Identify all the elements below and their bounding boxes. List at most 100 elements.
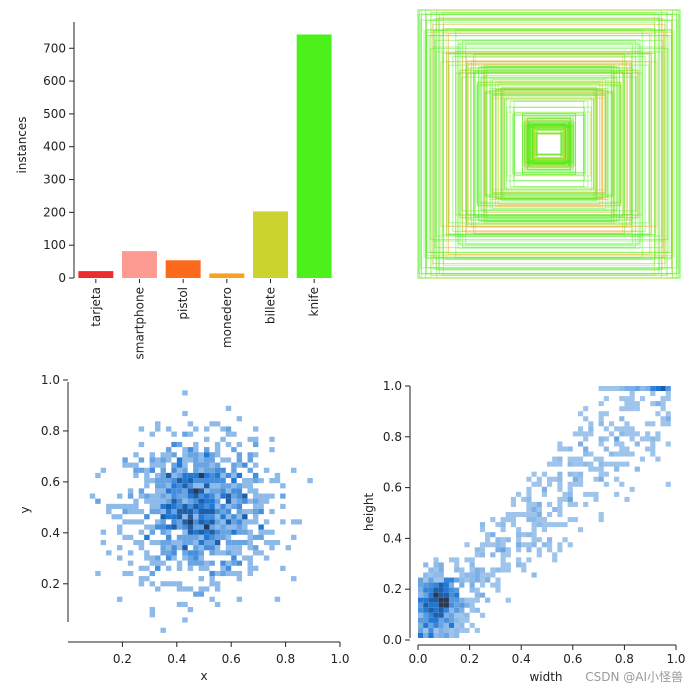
bbox — [526, 126, 572, 162]
xy-cell — [231, 462, 237, 468]
wh-cell — [572, 456, 578, 462]
wh-cell — [505, 552, 511, 558]
xy-cell — [225, 529, 232, 535]
wh-cell — [433, 562, 439, 568]
xy-cell — [225, 431, 232, 437]
bbox — [535, 129, 563, 159]
bbox — [425, 9, 673, 279]
xy-cell — [231, 483, 237, 489]
xy-cell — [236, 493, 243, 499]
overlay-center — [545, 137, 551, 150]
wh-cell — [521, 562, 527, 568]
wh-cell — [552, 522, 558, 528]
xy-cell — [116, 503, 123, 509]
wh-cell — [418, 632, 424, 638]
bbox — [503, 88, 595, 200]
xy-cell — [252, 503, 259, 509]
wh-cell — [572, 476, 578, 482]
wh-cell — [428, 592, 434, 598]
xy-cell — [193, 560, 199, 566]
xy-cell — [160, 488, 166, 494]
xy-cell — [225, 514, 232, 520]
xy-cell — [149, 607, 156, 613]
xy-cell — [209, 462, 215, 468]
wh-cell — [619, 481, 625, 487]
xy-cell — [209, 550, 215, 556]
xy-cell — [214, 467, 221, 473]
xy-cell — [116, 493, 123, 499]
wh-cell — [547, 461, 553, 467]
wh-cell — [598, 476, 604, 482]
wh-cell — [469, 577, 475, 583]
xy-cell — [182, 534, 188, 540]
wh-cell — [541, 527, 547, 533]
xy-cell — [204, 493, 210, 499]
bbox — [482, 71, 616, 217]
wh-cell — [541, 471, 547, 477]
bbox — [495, 89, 603, 199]
wh-cell — [526, 512, 532, 518]
xy-cell — [149, 524, 156, 530]
xy-cell — [165, 452, 172, 458]
wh-cell — [645, 446, 651, 452]
xy-cell — [236, 452, 243, 458]
wh-cell — [474, 587, 480, 593]
wh-cell — [474, 627, 480, 633]
xy-cell — [193, 483, 199, 489]
wh-cell — [624, 461, 630, 467]
xy-cell — [193, 478, 199, 484]
wh-cell — [567, 496, 573, 502]
bbox — [530, 125, 568, 163]
wh-cell — [438, 587, 444, 593]
xy-cell — [176, 534, 183, 540]
bbox — [521, 112, 577, 176]
bbox — [448, 64, 650, 224]
wh-cell — [608, 451, 615, 457]
wh-cell — [438, 612, 444, 618]
wh-cell — [583, 451, 589, 457]
y-tick-label: 0.6 — [41, 475, 60, 489]
wh-cell — [557, 476, 563, 482]
wh-cell — [428, 572, 434, 578]
wh-cell — [552, 456, 558, 462]
xy-histogram-panel: 0.2 0.4 0.6 0.8 1.0 0.2 0.4 0.6 0.8 1.0 x y — [18, 373, 350, 683]
xy-cell — [149, 539, 156, 546]
wh-cell — [541, 491, 547, 497]
wh-cell — [629, 406, 635, 412]
wh-cell — [474, 567, 480, 573]
xy-cell — [138, 539, 145, 546]
bbox — [430, 12, 668, 276]
xy-cell — [182, 519, 188, 525]
xy-cell — [242, 493, 248, 499]
wh-cell — [531, 527, 537, 533]
bbox — [420, 9, 678, 279]
xy-cell — [225, 570, 232, 577]
xy-cell — [187, 472, 194, 479]
wh-cell — [438, 592, 444, 598]
wh-cell — [490, 552, 496, 558]
xy-cell — [176, 524, 183, 530]
bbox — [424, 9, 674, 279]
xy-cell — [214, 545, 221, 551]
xy-cell — [193, 514, 199, 520]
xy-cell — [187, 493, 194, 499]
xy-cell — [182, 503, 188, 509]
x-tick-label: 0.4 — [167, 652, 186, 666]
wh-cell — [526, 547, 532, 553]
bbox — [430, 9, 668, 279]
xy-cell — [220, 467, 226, 473]
wh-cell — [490, 582, 496, 588]
xy-cell — [193, 488, 199, 494]
xy-cell — [116, 514, 123, 520]
xy-cell — [269, 493, 275, 499]
wh-cell — [624, 451, 630, 457]
xy-cell — [209, 534, 215, 540]
wh-cell — [433, 612, 439, 618]
xy-cell — [209, 503, 215, 509]
wh-cell — [443, 622, 449, 628]
wh-cell — [603, 481, 609, 487]
bbox — [442, 28, 656, 260]
wh-cell — [547, 481, 553, 487]
xy-cell — [252, 550, 259, 556]
bbox — [470, 60, 628, 228]
